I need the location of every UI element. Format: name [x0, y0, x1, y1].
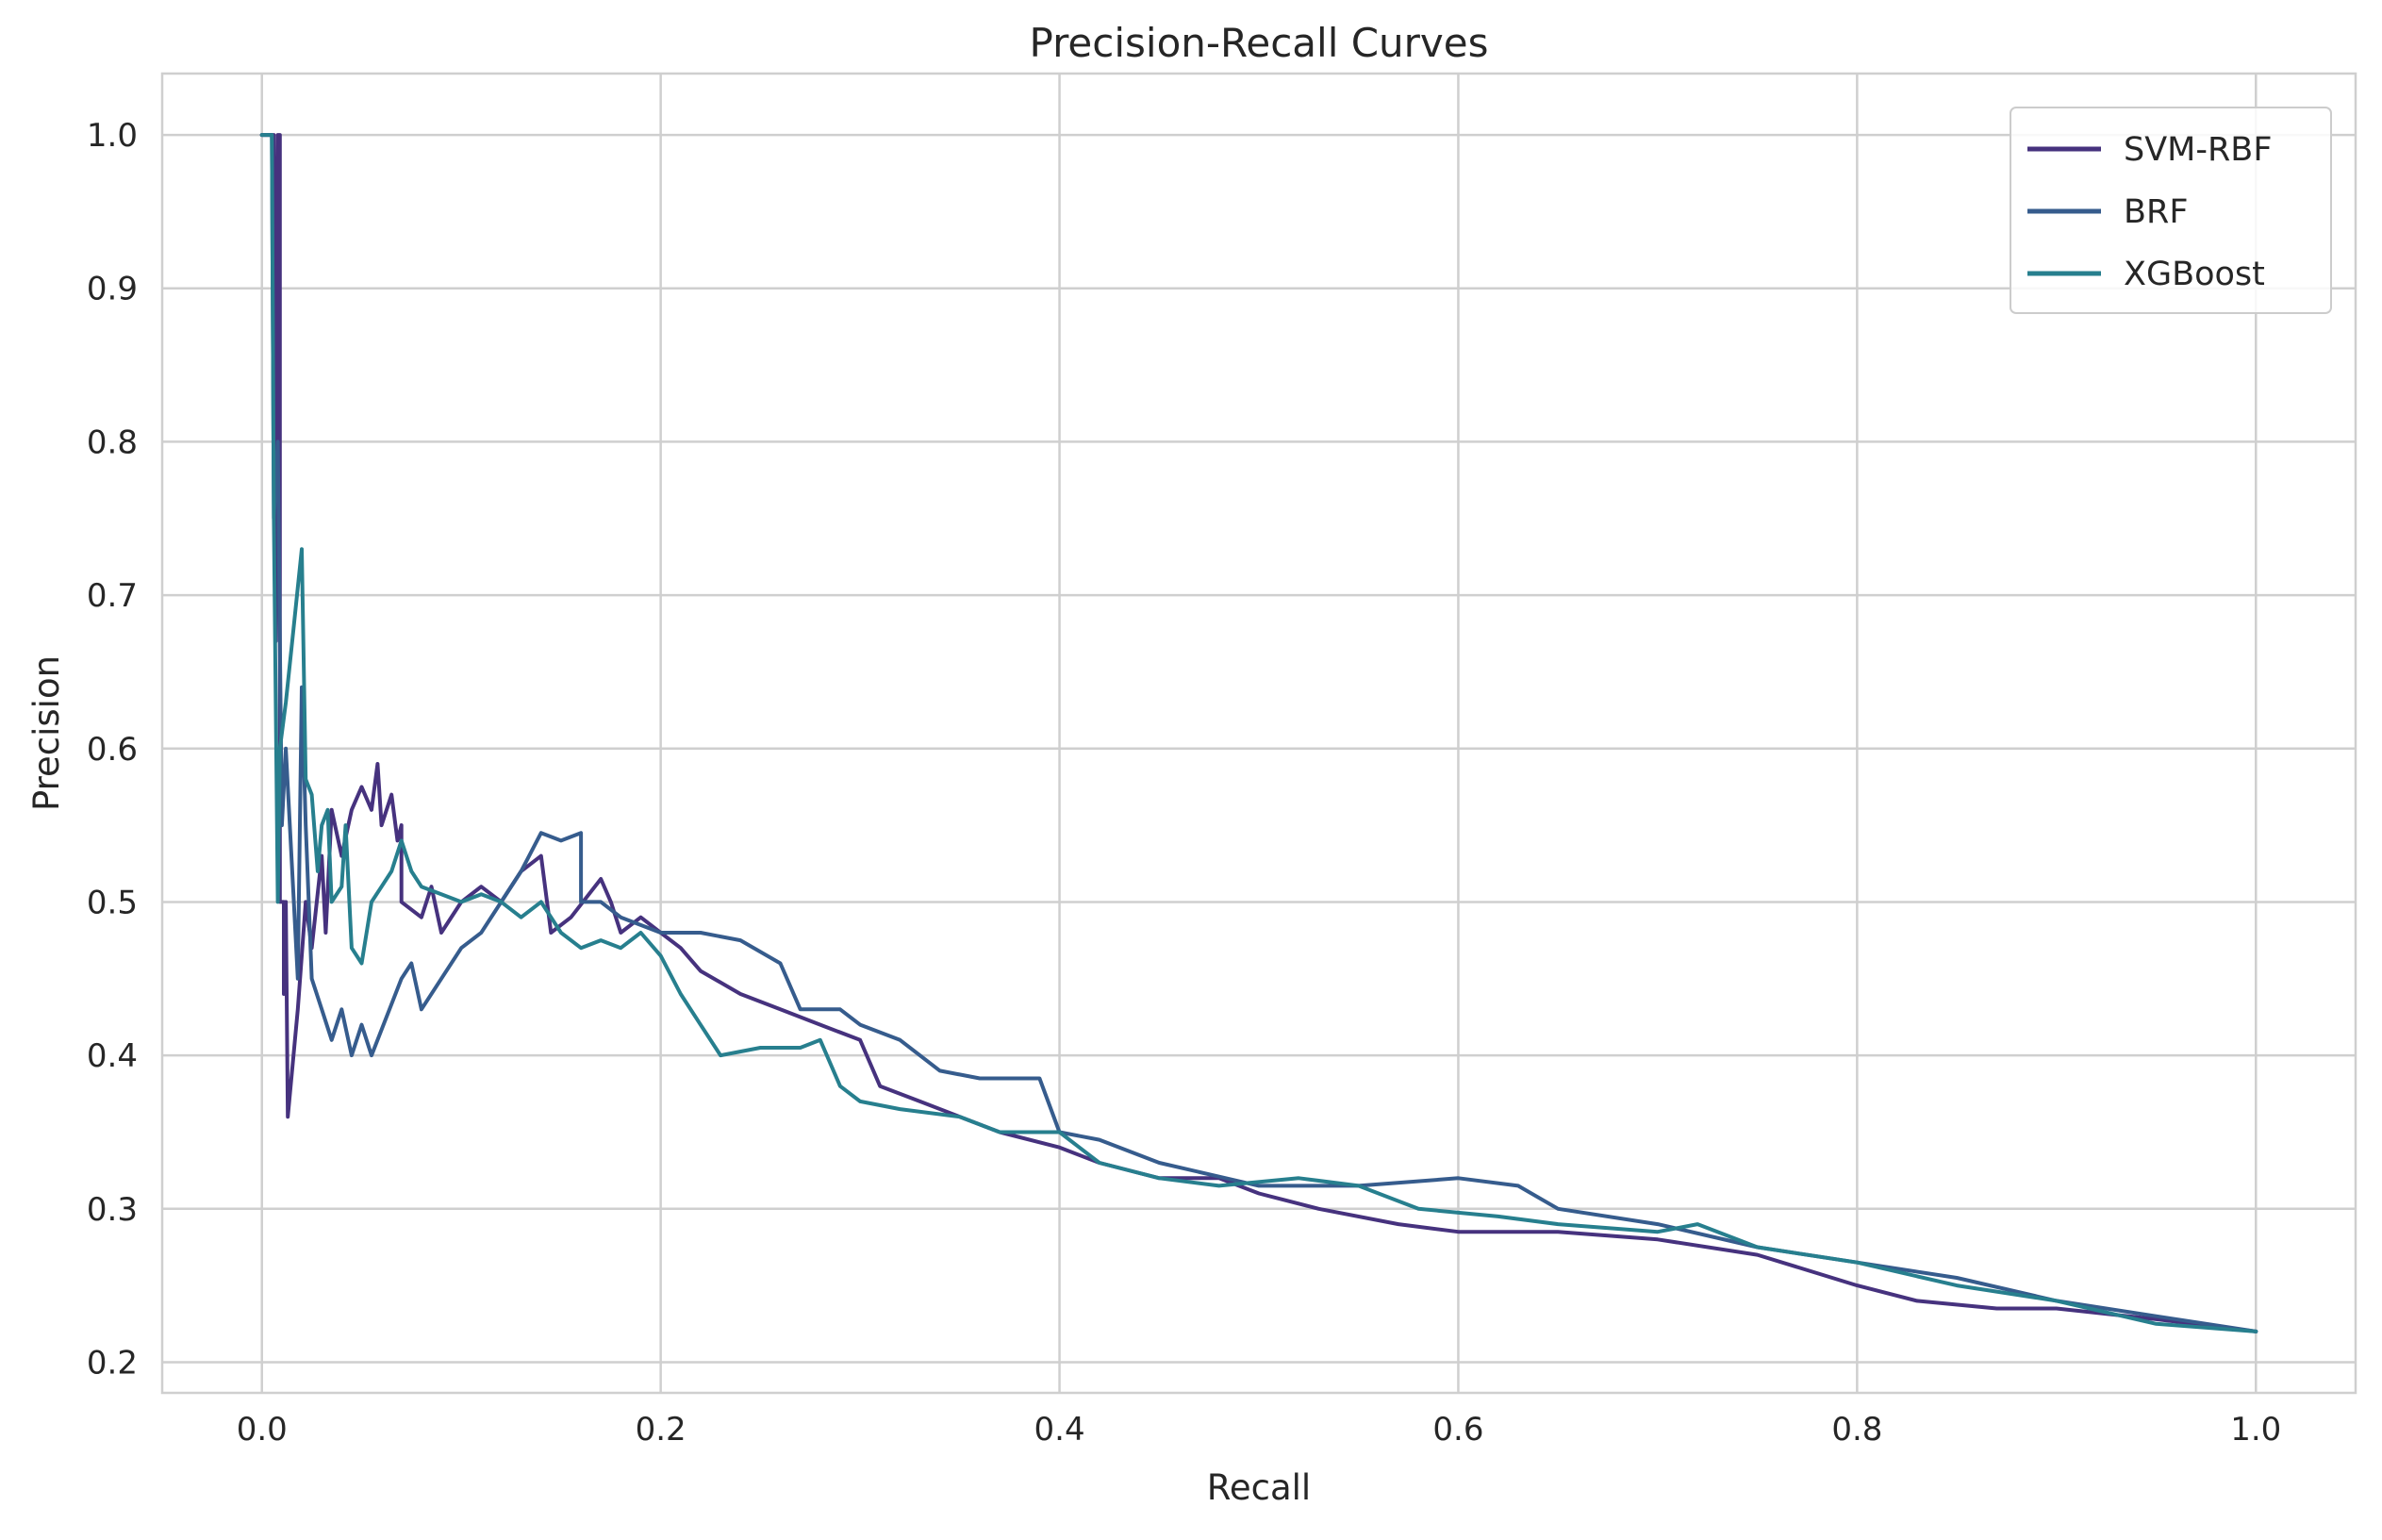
series-line-xgboost	[259, 133, 2258, 1333]
legend: SVM-RBF BRF XGBoost	[2010, 107, 2332, 314]
y-tick-label: 0.6	[87, 731, 138, 769]
grid	[162, 74, 2356, 1393]
y-tick-label: 0.8	[87, 423, 138, 461]
x-tick-label: 0.2	[636, 1411, 686, 1449]
y-axis-ticks: 0.2 0.3 0.4 0.5 0.6 0.7 0.8 0.9 1.0	[87, 117, 138, 1382]
x-tick-label: 0.0	[237, 1411, 288, 1449]
x-tick-label: 0.4	[1034, 1411, 1085, 1449]
legend-label: XGBoost	[2124, 256, 2265, 293]
y-tick-label: 0.3	[87, 1191, 138, 1229]
y-tick-label: 0.2	[87, 1344, 138, 1382]
x-axis-ticks: 0.0 0.2 0.4 0.6 0.8 1.0	[237, 1411, 2282, 1449]
x-axis-label: Recall	[1207, 1467, 1311, 1508]
x-tick-label: 0.6	[1432, 1411, 1483, 1449]
plot-frame	[160, 72, 2357, 1395]
y-axis-label: Precision	[26, 655, 67, 811]
legend-box	[2010, 107, 2332, 314]
y-tick-label: 0.5	[87, 884, 138, 921]
y-tick-label: 0.7	[87, 577, 138, 615]
y-tick-label: 0.4	[87, 1037, 138, 1075]
chart-title: Precision-Recall Curves	[1030, 20, 1489, 66]
series-line-svm-rbf	[259, 133, 2258, 1333]
y-tick-label: 1.0	[87, 117, 138, 155]
x-tick-label: 0.8	[1831, 1411, 1882, 1449]
legend-label: BRF	[2124, 193, 2188, 231]
y-tick-label: 0.9	[87, 271, 138, 308]
series-layer	[259, 133, 2258, 1333]
x-tick-label: 1.0	[2230, 1411, 2281, 1449]
legend-label: SVM-RBF	[2124, 131, 2272, 169]
